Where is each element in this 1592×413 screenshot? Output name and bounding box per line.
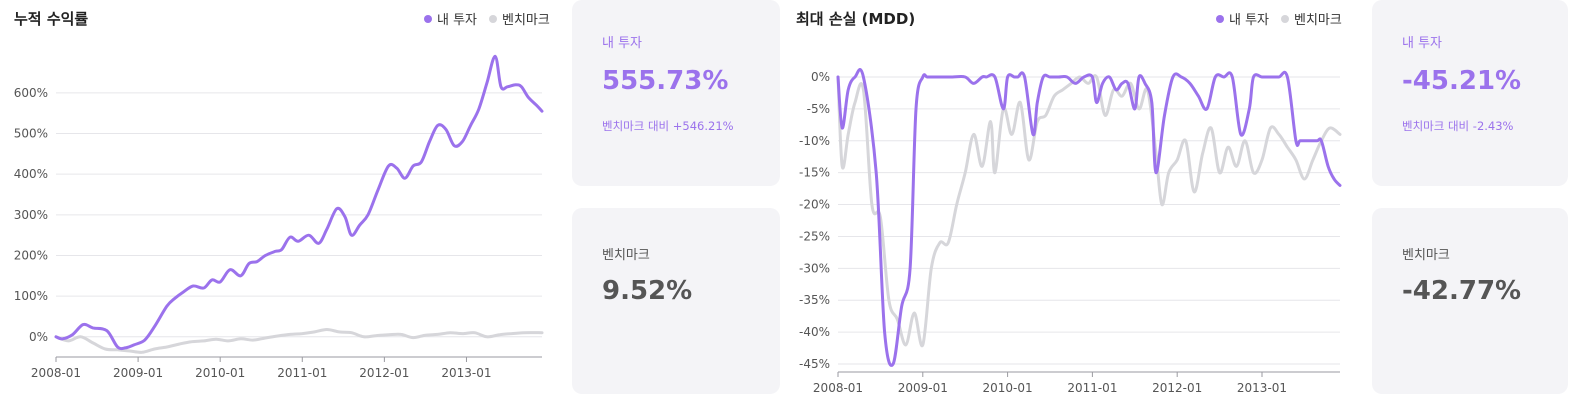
y-tick-label: -30%: [799, 261, 830, 275]
x-tick-label: 2010-01: [983, 381, 1033, 395]
mdd-mine-card-value: -45.21%: [1402, 66, 1522, 96]
returns-bench-card: 벤치마크 9.52%: [572, 208, 780, 394]
mdd-legend: 내 투자 벤치마크: [1210, 9, 1342, 28]
series-line-bench: [836, 74, 1342, 348]
returns-bench-card-label: 벤치마크: [602, 248, 650, 263]
y-tick-label: 200%: [14, 248, 48, 262]
y-tick-label: 300%: [14, 208, 48, 222]
x-tick-label: 2010-01: [195, 366, 245, 380]
returns-chart-title: 누적 수익률: [14, 10, 89, 28]
returns-mine-card-value: 555.73%: [602, 66, 729, 96]
legend-label-bench: 벤치마크: [1294, 13, 1342, 28]
x-tick-label: 2008-01: [813, 381, 863, 395]
x-tick-label: 2009-01: [113, 366, 163, 380]
mdd-bench-card: 벤치마크 -42.77%: [1372, 208, 1568, 394]
y-tick-label: -45%: [799, 357, 830, 371]
series-line-bench: [54, 328, 544, 354]
y-tick-label: -20%: [799, 198, 830, 212]
series-line-mine: [836, 67, 1342, 367]
legend-item-bench[interactable]: 벤치마크: [1281, 9, 1342, 28]
x-tick-label: 2011-01: [1067, 381, 1117, 395]
returns-mine-card-sub: 벤치마크 대비 +546.21%: [602, 119, 734, 133]
legend-dot-bench: [489, 14, 498, 23]
y-tick-label: 0%: [29, 330, 48, 344]
returns-line-chart: 0% 100% 200% 300% 400% 500% 600% 2008-01 2009-01…: [14, 54, 544, 380]
x-tick-label: 2008-01: [31, 366, 81, 380]
y-tick-label: -35%: [799, 293, 830, 307]
mdd-chart-title: 최대 손실 (MDD): [796, 10, 916, 28]
mdd-mine-card-label: 내 투자: [1402, 36, 1443, 51]
y-tick-label: -15%: [799, 166, 830, 180]
y-tick-label: -40%: [799, 325, 830, 339]
legend-dot-bench: [1281, 14, 1290, 23]
x-tick-label: 2011-01: [277, 366, 327, 380]
legend-dot-mine: [1216, 14, 1224, 23]
y-tick-label: 0%: [811, 70, 830, 84]
y-tick-label: 100%: [14, 289, 48, 303]
legend-item-mine[interactable]: 내 투자: [1216, 9, 1269, 28]
legend-label-mine: 내 투자: [437, 13, 478, 28]
mdd-panel: 최대 손실 (MDD) 내 투자 벤치마크 0% -5% -10% -15% -20% -…: [782, 0, 1592, 413]
x-tick-label: 2009-01: [898, 381, 948, 395]
mdd-mine-card-sub: 벤치마크 대비 -2.43%: [1402, 119, 1514, 133]
series-line-mine: [54, 54, 544, 351]
y-tick-label: 400%: [14, 167, 48, 181]
legend-label-mine: 내 투자: [1229, 13, 1270, 28]
legend-label-bench: 벤치마크: [502, 13, 550, 28]
legend-item-mine[interactable]: 내 투자: [424, 9, 477, 28]
returns-panel: 누적 수익률 내 투자 벤치마크 0% 100% 200% 300% 400% 500% 6…: [0, 0, 790, 413]
returns-mine-card: 내 투자 555.73% 벤치마크 대비 +546.21%: [572, 0, 780, 186]
mdd-line-chart: 0% -5% -10% -15% -20% -25% -30% -35% -40% -45% 200…: [799, 67, 1342, 395]
x-tick-label: 2012-01: [359, 366, 409, 380]
mdd-mine-card: 내 투자 -45.21% 벤치마크 대비 -2.43%: [1372, 0, 1568, 186]
x-tick-label: 2013-01: [441, 366, 491, 380]
y-tick-label: 600%: [14, 86, 48, 100]
legend-dot-mine: [424, 14, 432, 23]
mdd-bench-card-label: 벤치마크: [1402, 248, 1450, 263]
mdd-bench-card-value: -42.77%: [1402, 276, 1522, 306]
returns-legend: 내 투자 벤치마크: [418, 9, 550, 28]
y-tick-label: 500%: [14, 127, 48, 141]
y-tick-label: -25%: [799, 229, 830, 243]
returns-mine-card-label: 내 투자: [602, 36, 643, 51]
legend-item-bench[interactable]: 벤치마크: [489, 9, 550, 28]
y-tick-label: -10%: [799, 134, 830, 148]
y-tick-label: -5%: [807, 102, 830, 116]
x-tick-label: 2012-01: [1152, 381, 1202, 395]
x-tick-label: 2013-01: [1237, 381, 1287, 395]
returns-bench-card-value: 9.52%: [602, 276, 693, 306]
